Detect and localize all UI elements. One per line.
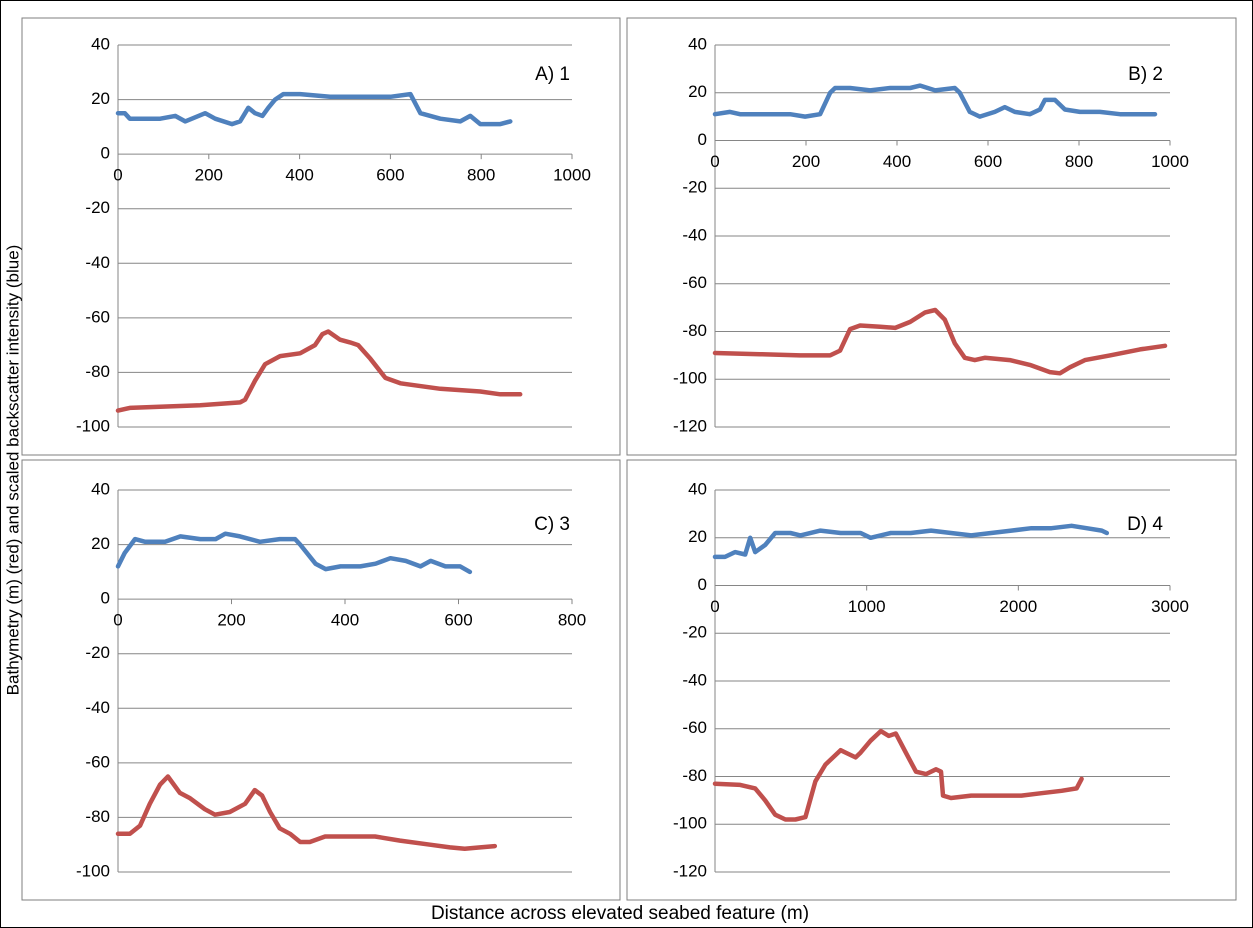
panel-frame xyxy=(21,459,621,901)
x-tick-label: 0 xyxy=(710,152,719,171)
y-tick-label: -60 xyxy=(682,718,707,737)
x-tick-label: 800 xyxy=(558,611,586,630)
y-tick-label: 20 xyxy=(688,527,707,546)
data-line xyxy=(115,774,498,852)
x-tick-label: 1000 xyxy=(1151,152,1189,171)
x-tick-label: 0 xyxy=(113,166,122,185)
y-axis-label: Bathymetry (m) (red) and scaled backscat… xyxy=(3,245,22,696)
y-tick-label: -20 xyxy=(682,623,707,642)
data-line xyxy=(712,523,1110,560)
panel-label: A) 1 xyxy=(535,64,570,85)
y-tick-label: -40 xyxy=(682,670,707,689)
y-tick-label: -40 xyxy=(682,225,707,244)
y-tick-label: -80 xyxy=(682,321,707,340)
y-tick-label: -80 xyxy=(85,807,110,826)
y-tick-label: -20 xyxy=(85,643,110,662)
y-tick-label: 0 xyxy=(101,589,110,608)
y-tick-label: 40 xyxy=(91,34,110,53)
data-line xyxy=(115,91,513,127)
panel-label: B) 2 xyxy=(1128,64,1163,85)
x-tick-label: 600 xyxy=(444,611,472,630)
panel-label: D) 4 xyxy=(1127,514,1163,535)
x-axis-label: Distance across elevated seabed feature … xyxy=(431,903,809,924)
x-tick-label: 600 xyxy=(376,166,404,185)
y-tick-label: -40 xyxy=(85,698,110,717)
y-tick-label: -40 xyxy=(85,253,110,272)
data-line xyxy=(712,83,1158,119)
y-tick-label: -60 xyxy=(85,307,110,326)
x-tick-label: 800 xyxy=(467,166,495,185)
y-tick-label: -80 xyxy=(85,362,110,381)
y-tick-label: -60 xyxy=(682,273,707,292)
y-tick-label: 0 xyxy=(101,144,110,163)
x-tick-label: 3000 xyxy=(1151,597,1189,616)
y-tick-label: 20 xyxy=(688,82,707,101)
x-tick-label: 1000 xyxy=(848,597,886,616)
x-tick-label: 0 xyxy=(113,611,122,630)
y-tick-label: 40 xyxy=(688,479,707,498)
y-tick-label: -20 xyxy=(85,198,110,217)
x-tick-label: 400 xyxy=(331,611,359,630)
data-line xyxy=(115,329,523,413)
y-tick-label: -20 xyxy=(682,178,707,197)
data-line xyxy=(712,728,1084,822)
y-tick-label: 20 xyxy=(91,534,110,553)
y-tick-label: -100 xyxy=(673,814,707,833)
panel-frame xyxy=(21,17,621,456)
y-tick-label: -80 xyxy=(682,766,707,785)
panel-label: C) 3 xyxy=(534,514,570,535)
x-tick-label: 400 xyxy=(883,152,911,171)
y-tick-label: -120 xyxy=(673,416,707,435)
x-tick-label: 2000 xyxy=(999,597,1037,616)
y-tick-label: 20 xyxy=(91,89,110,108)
y-tick-label: 40 xyxy=(688,34,707,53)
panel-frame xyxy=(626,17,1237,456)
x-tick-label: 200 xyxy=(195,166,223,185)
x-tick-label: 400 xyxy=(285,166,313,185)
y-tick-label: -100 xyxy=(673,369,707,388)
data-line xyxy=(115,531,473,575)
data-line xyxy=(712,307,1168,376)
y-tick-label: 40 xyxy=(91,479,110,498)
y-tick-label: -100 xyxy=(76,861,110,880)
x-tick-label: 200 xyxy=(217,611,245,630)
y-tick-label: -120 xyxy=(673,861,707,880)
y-tick-label: 0 xyxy=(698,575,707,594)
panel-frame xyxy=(626,459,1237,901)
x-tick-label: 200 xyxy=(792,152,820,171)
x-tick-label: 0 xyxy=(710,597,719,616)
x-tick-label: 1000 xyxy=(553,166,591,185)
y-tick-label: -100 xyxy=(76,416,110,435)
x-tick-label: 800 xyxy=(1065,152,1093,171)
x-tick-label: 600 xyxy=(974,152,1002,171)
y-tick-label: 0 xyxy=(698,130,707,149)
y-tick-label: -60 xyxy=(85,752,110,771)
